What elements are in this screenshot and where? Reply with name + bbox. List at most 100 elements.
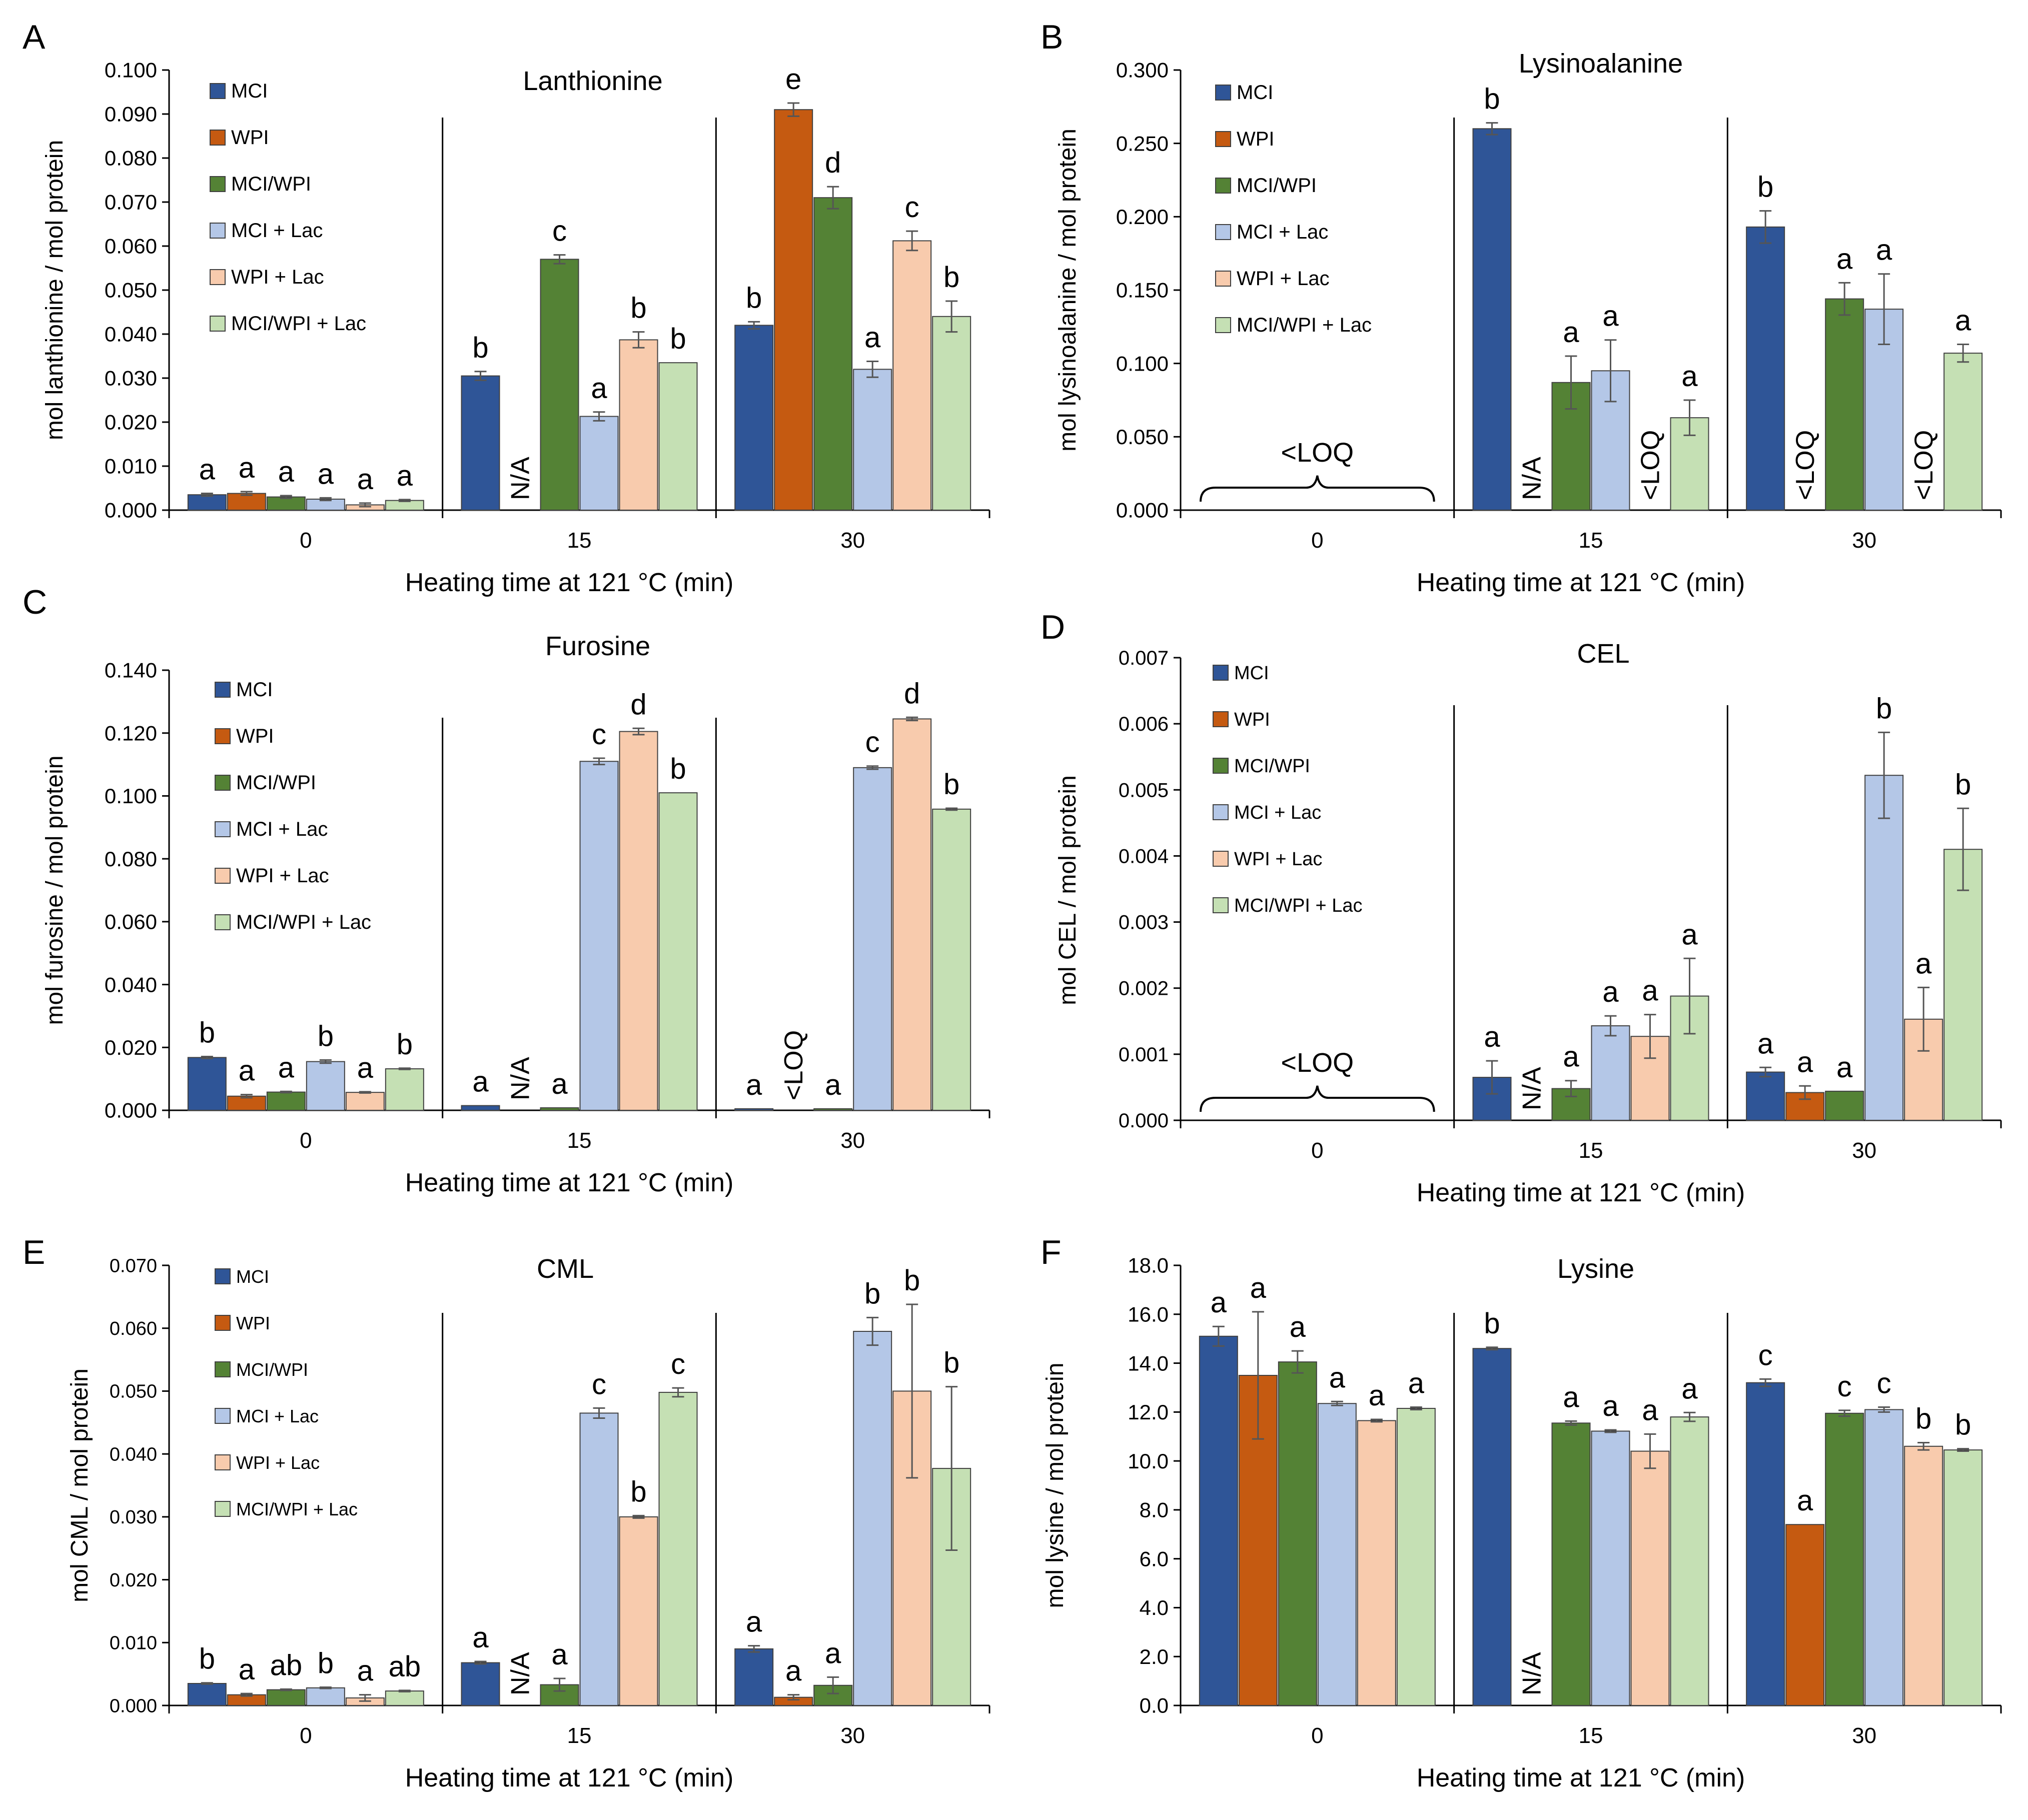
chart-f-bar (1591, 1430, 1630, 1706)
chart-a-ytick-label: 0.090 (105, 103, 157, 126)
chart-e-bar (734, 1648, 774, 1706)
chart-a-data-label: a (199, 454, 216, 486)
chart-a-legend-label: MCI + Lac (231, 220, 323, 242)
chart-c-legend-label: MCI/WPI (236, 772, 316, 794)
chart-a-bar (227, 493, 266, 511)
chart-e-ytick-label: 0.030 (110, 1507, 157, 1528)
chart-c-bar (385, 1068, 424, 1111)
chart-a-legend-label: MCI (231, 80, 268, 102)
chart-d-data-label: b (1876, 692, 1892, 725)
chart-e-legend-swatch (215, 1454, 231, 1470)
chart-f-xtick-label: 0 (1311, 1723, 1323, 1748)
chart-d-bar (1825, 1090, 1864, 1121)
chart-b-bar (1825, 298, 1864, 511)
chart-d-legend-label: WPI (1234, 709, 1270, 730)
chart-a-data-label: d (825, 147, 841, 179)
chart-a-bar (579, 416, 619, 511)
chart-a-ytick-label: 0.040 (105, 323, 157, 346)
chart-b-data-label: N/A (1518, 457, 1547, 500)
chart-b-data-label: <LOQ (1909, 430, 1938, 500)
chart-f-ytick-label: 18.0 (1128, 1254, 1169, 1277)
chart-f-bar (1746, 1382, 1785, 1706)
chart-d-ytick-label: 0.003 (1119, 912, 1169, 934)
chart-a-bar (461, 375, 500, 511)
chart-c-legend-label: WPI (236, 725, 274, 747)
chart-b-data-label: <LOQ (1791, 430, 1820, 500)
chart-a-data-label: c (552, 215, 567, 248)
chart-b-xtick-label: 15 (1579, 528, 1603, 553)
chart-c-legend-label: MCI/WPI + Lac (236, 911, 371, 933)
chart-e-bar (658, 1391, 698, 1706)
chart-c-bar (266, 1091, 306, 1111)
chart-e-ytick-label: 0.070 (110, 1255, 157, 1276)
chart-b-legend-swatch (1215, 224, 1231, 240)
chart-d-legend-swatch (1213, 665, 1229, 681)
chart-f-bar (1357, 1420, 1396, 1706)
chart-d-legend-label: MCI (1234, 663, 1269, 684)
chart-c-data-label: b (943, 768, 959, 801)
chart-a-data-label: b (746, 282, 762, 314)
chart-b-ytick-label: 0.150 (1116, 279, 1169, 302)
chart-a-ytick-label: 0.010 (105, 455, 157, 478)
chart-d-xlabel: Heating time at 121 °C (min) (1417, 1178, 1745, 1207)
chart-c-title: Furosine (545, 631, 650, 661)
panel-letter-c: C (23, 583, 48, 621)
chart-c-bar (540, 1107, 579, 1111)
chart-c-ytick-label: 0.000 (105, 1099, 157, 1122)
chart-c-ytick-label: 0.120 (105, 721, 157, 745)
chart-e-bar (579, 1412, 619, 1706)
panel-letter-f: F (1041, 1233, 1062, 1271)
chart-d-data-label: a (1602, 976, 1619, 1008)
chart-b-legend-label: MCI (1237, 82, 1273, 104)
chart-e-ytick-label: 0.060 (110, 1318, 157, 1339)
chart-a-ytick-label: 0.030 (105, 367, 157, 390)
chart-a-legend-label: WPI (231, 127, 269, 149)
chart-b-bar (1472, 128, 1512, 511)
chart-a-data-label: N/A (506, 457, 535, 500)
chart-c-bar (461, 1105, 500, 1111)
chart-a-data-label: e (785, 63, 801, 96)
chart-c-data-label: a (472, 1066, 489, 1098)
chart-a-legend-label: WPI + Lac (231, 266, 324, 288)
chart-c-ytick-label: 0.040 (105, 973, 157, 996)
chart-e-legend-label: MCI/WPI (236, 1359, 308, 1380)
chart-a-legend-swatch (210, 223, 226, 239)
chart-b-data-label: a (1876, 234, 1892, 267)
chart-d-data-label: a (1563, 1041, 1579, 1073)
chart-b-data-label: b (1484, 83, 1500, 116)
chart-b-legend-swatch (1215, 131, 1231, 147)
chart-d-ytick-label: 0.007 (1119, 647, 1169, 669)
chart-d-ytick-label: 0.001 (1119, 1044, 1169, 1066)
chart-c-data-label: c (865, 726, 880, 759)
chart-c-data-label: a (746, 1069, 762, 1101)
chart-e-data-label: b (199, 1643, 215, 1675)
chart-c-ytick-label: 0.140 (105, 659, 157, 682)
chart-c-data-label: b (318, 1020, 334, 1052)
panel-letter-b: B (1041, 18, 1064, 56)
chart-d-data-label: b (1955, 768, 1971, 801)
chart-c-ytick-label: 0.100 (105, 784, 157, 808)
chart-f-ytick-label: 2.0 (1140, 1645, 1169, 1668)
chart-f-ytick-label: 8.0 (1140, 1498, 1169, 1522)
chart-b-data-label: a (1681, 360, 1698, 393)
chart-f-ytick-label: 10.0 (1128, 1449, 1169, 1473)
chart-e-data-label: c (671, 1348, 685, 1380)
chart-b-data-label: a (1955, 305, 1971, 337)
chart-f-data-label: b (1915, 1402, 1931, 1435)
chart-e-data-label: N/A (506, 1652, 535, 1695)
chart-a-bar (892, 240, 932, 511)
chart-a-legend-swatch (210, 269, 226, 285)
chart-b-ytick-label: 0.100 (1116, 352, 1169, 375)
chart-c-bar (579, 761, 619, 1111)
chart-c-legend-label: WPI + Lac (236, 865, 329, 887)
chart-e-ytick-label: 0.040 (110, 1444, 157, 1465)
chart-c-data-label: d (630, 688, 646, 721)
panel-letter-d: D (1041, 608, 1066, 646)
chart-a-ytick-label: 0.000 (105, 499, 157, 522)
chart-a-bar (932, 316, 971, 511)
chart-a-ytick-label: 0.100 (105, 59, 157, 82)
chart-c-ytick-label: 0.020 (105, 1036, 157, 1059)
chart-d-data-label: a (1915, 947, 1932, 980)
chart-c-legend-label: MCI + Lac (236, 818, 328, 840)
